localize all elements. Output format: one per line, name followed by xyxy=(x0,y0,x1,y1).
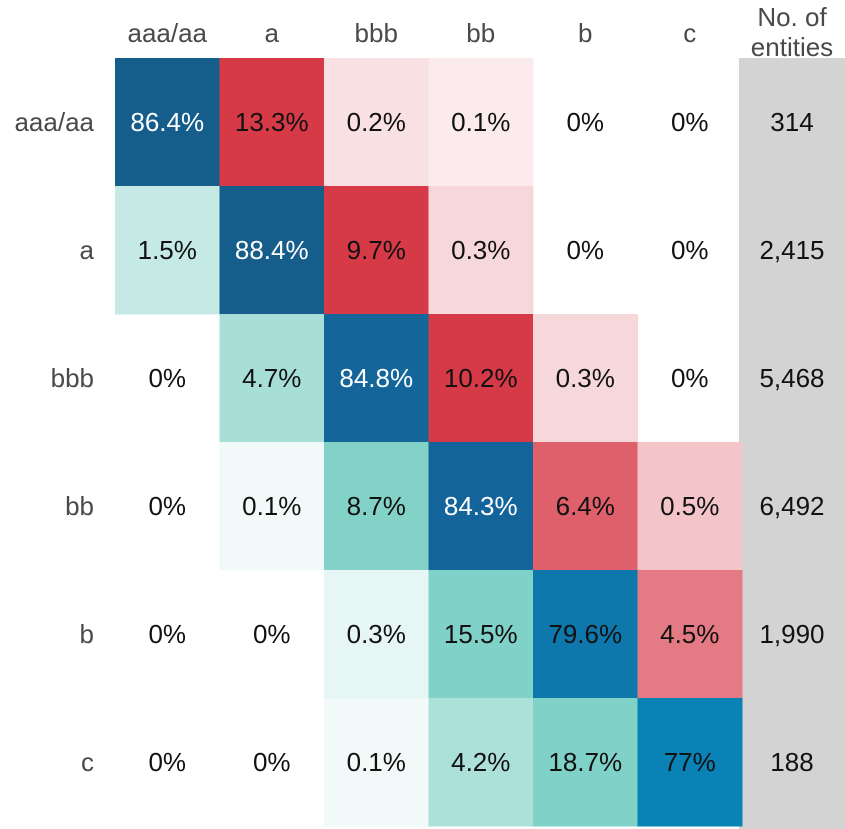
column-header-2: bbb xyxy=(355,18,398,48)
entity-count-5: 188 xyxy=(770,747,813,777)
cell-label-1-4: 0% xyxy=(566,235,604,265)
heatmap-cell-5-2 xyxy=(324,698,429,827)
cell-label-1-3: 0.3% xyxy=(451,235,510,265)
cell-label-3-5: 0.5% xyxy=(660,491,719,521)
cell-label-5-4: 18.7% xyxy=(548,747,622,777)
cell-label-2-2: 84.8% xyxy=(339,363,413,393)
cell-label-2-0: 0% xyxy=(148,363,186,393)
cell-label-0-2: 0.2% xyxy=(347,107,406,137)
heatmap-cell-3-3 xyxy=(428,442,534,571)
heatmap-cell-1-1 xyxy=(219,186,325,315)
heatmap-cell-3-1 xyxy=(219,442,325,571)
column-header-5: c xyxy=(683,18,696,48)
cell-label-2-5: 0% xyxy=(671,363,709,393)
heatmap-cell-5-3 xyxy=(428,698,534,827)
heatmap-cell-1-3 xyxy=(428,186,534,315)
heatmap-cell-4-4 xyxy=(533,570,638,699)
column-header-4: b xyxy=(578,18,592,48)
cell-label-0-1: 13.3% xyxy=(235,107,309,137)
heatmap-cell-0-3 xyxy=(428,58,534,187)
cell-label-5-0: 0% xyxy=(148,747,186,777)
heatmap-cell-1-0 xyxy=(115,186,220,315)
cell-label-0-4: 0% xyxy=(566,107,604,137)
cell-label-5-2: 0.1% xyxy=(347,747,406,777)
count-header-line2: entities xyxy=(751,32,833,62)
entity-count-1: 2,415 xyxy=(759,235,824,265)
column-headers: aaa/aa a bbb bb b c xyxy=(127,18,696,48)
heatmap-cell-3-4 xyxy=(533,442,638,571)
column-header-3: bb xyxy=(466,18,495,48)
count-column-background xyxy=(739,58,845,829)
cell-label-5-5: 77% xyxy=(664,747,716,777)
cell-label-5-3: 4.2% xyxy=(451,747,510,777)
heatmap-cell-0-0 xyxy=(115,58,220,187)
entity-counts: 314 2,415 5,468 6,492 1,990 188 xyxy=(759,107,824,777)
entity-count-2: 5,468 xyxy=(759,363,824,393)
row-header-3: bb xyxy=(65,491,94,521)
column-header-0: aaa/aa xyxy=(127,18,207,48)
entity-count-4: 1,990 xyxy=(759,619,824,649)
column-header-1: a xyxy=(265,18,280,48)
heatmap-cell-5-4 xyxy=(533,698,638,827)
cell-label-3-3: 84.3% xyxy=(444,491,518,521)
cell-label-4-5: 4.5% xyxy=(660,619,719,649)
row-header-1: a xyxy=(80,235,95,265)
heatmap-cell-2-4 xyxy=(533,314,638,443)
heatmap-cell-3-5 xyxy=(637,442,743,571)
heatmap-cell-4-3 xyxy=(428,570,534,699)
cell-label-2-1: 4.7% xyxy=(242,363,301,393)
cell-label-1-1: 88.4% xyxy=(235,235,309,265)
heatmap-cell-2-2 xyxy=(324,314,429,443)
count-header-line1: No. of xyxy=(757,2,827,32)
heatmap-cell-0-1 xyxy=(219,58,325,187)
heatmap-cell-2-1 xyxy=(219,314,325,443)
cell-label-4-1: 0% xyxy=(253,619,291,649)
cell-label-1-0: 1.5% xyxy=(138,235,197,265)
cell-label-4-0: 0% xyxy=(148,619,186,649)
cell-label-4-4: 79.6% xyxy=(548,619,622,649)
cell-label-4-3: 15.5% xyxy=(444,619,518,649)
row-header-2: bbb xyxy=(51,363,94,393)
row-header-5: c xyxy=(81,747,94,777)
entity-count-3: 6,492 xyxy=(759,491,824,521)
cell-label-4-2: 0.3% xyxy=(347,619,406,649)
cell-label-3-2: 8.7% xyxy=(347,491,406,521)
cell-label-1-2: 9.7% xyxy=(347,235,406,265)
cell-label-3-1: 0.1% xyxy=(242,491,301,521)
heatmap-cell-2-3 xyxy=(428,314,534,443)
cell-label-5-1: 0% xyxy=(253,747,291,777)
cell-label-2-4: 0.3% xyxy=(556,363,615,393)
row-header-4: b xyxy=(80,619,94,649)
heatmap-cell-4-5 xyxy=(637,570,743,699)
cell-label-2-3: 10.2% xyxy=(444,363,518,393)
cell-label-1-5: 0% xyxy=(671,235,709,265)
cell-label-0-3: 0.1% xyxy=(451,107,510,137)
heatmap-cells: 86.4% 13.3% 0.2% 0.1% 0% 0% 1.5% 88.4% 9.7% 0.3% 0… xyxy=(115,58,743,827)
entity-count-0: 314 xyxy=(770,107,813,137)
heatmap-cell-0-2 xyxy=(324,58,429,187)
heatmap-cell-4-2 xyxy=(324,570,429,699)
heatmap-cell-5-5 xyxy=(637,698,743,827)
cell-label-3-4: 6.4% xyxy=(556,491,615,521)
row-header-0: aaa/aa xyxy=(14,107,94,137)
cell-label-3-0: 0% xyxy=(148,491,186,521)
cell-label-0-0: 86.4% xyxy=(130,107,204,137)
heatmap-cell-3-2 xyxy=(324,442,429,571)
cell-label-0-5: 0% xyxy=(671,107,709,137)
heatmap-cell-1-2 xyxy=(324,186,429,315)
